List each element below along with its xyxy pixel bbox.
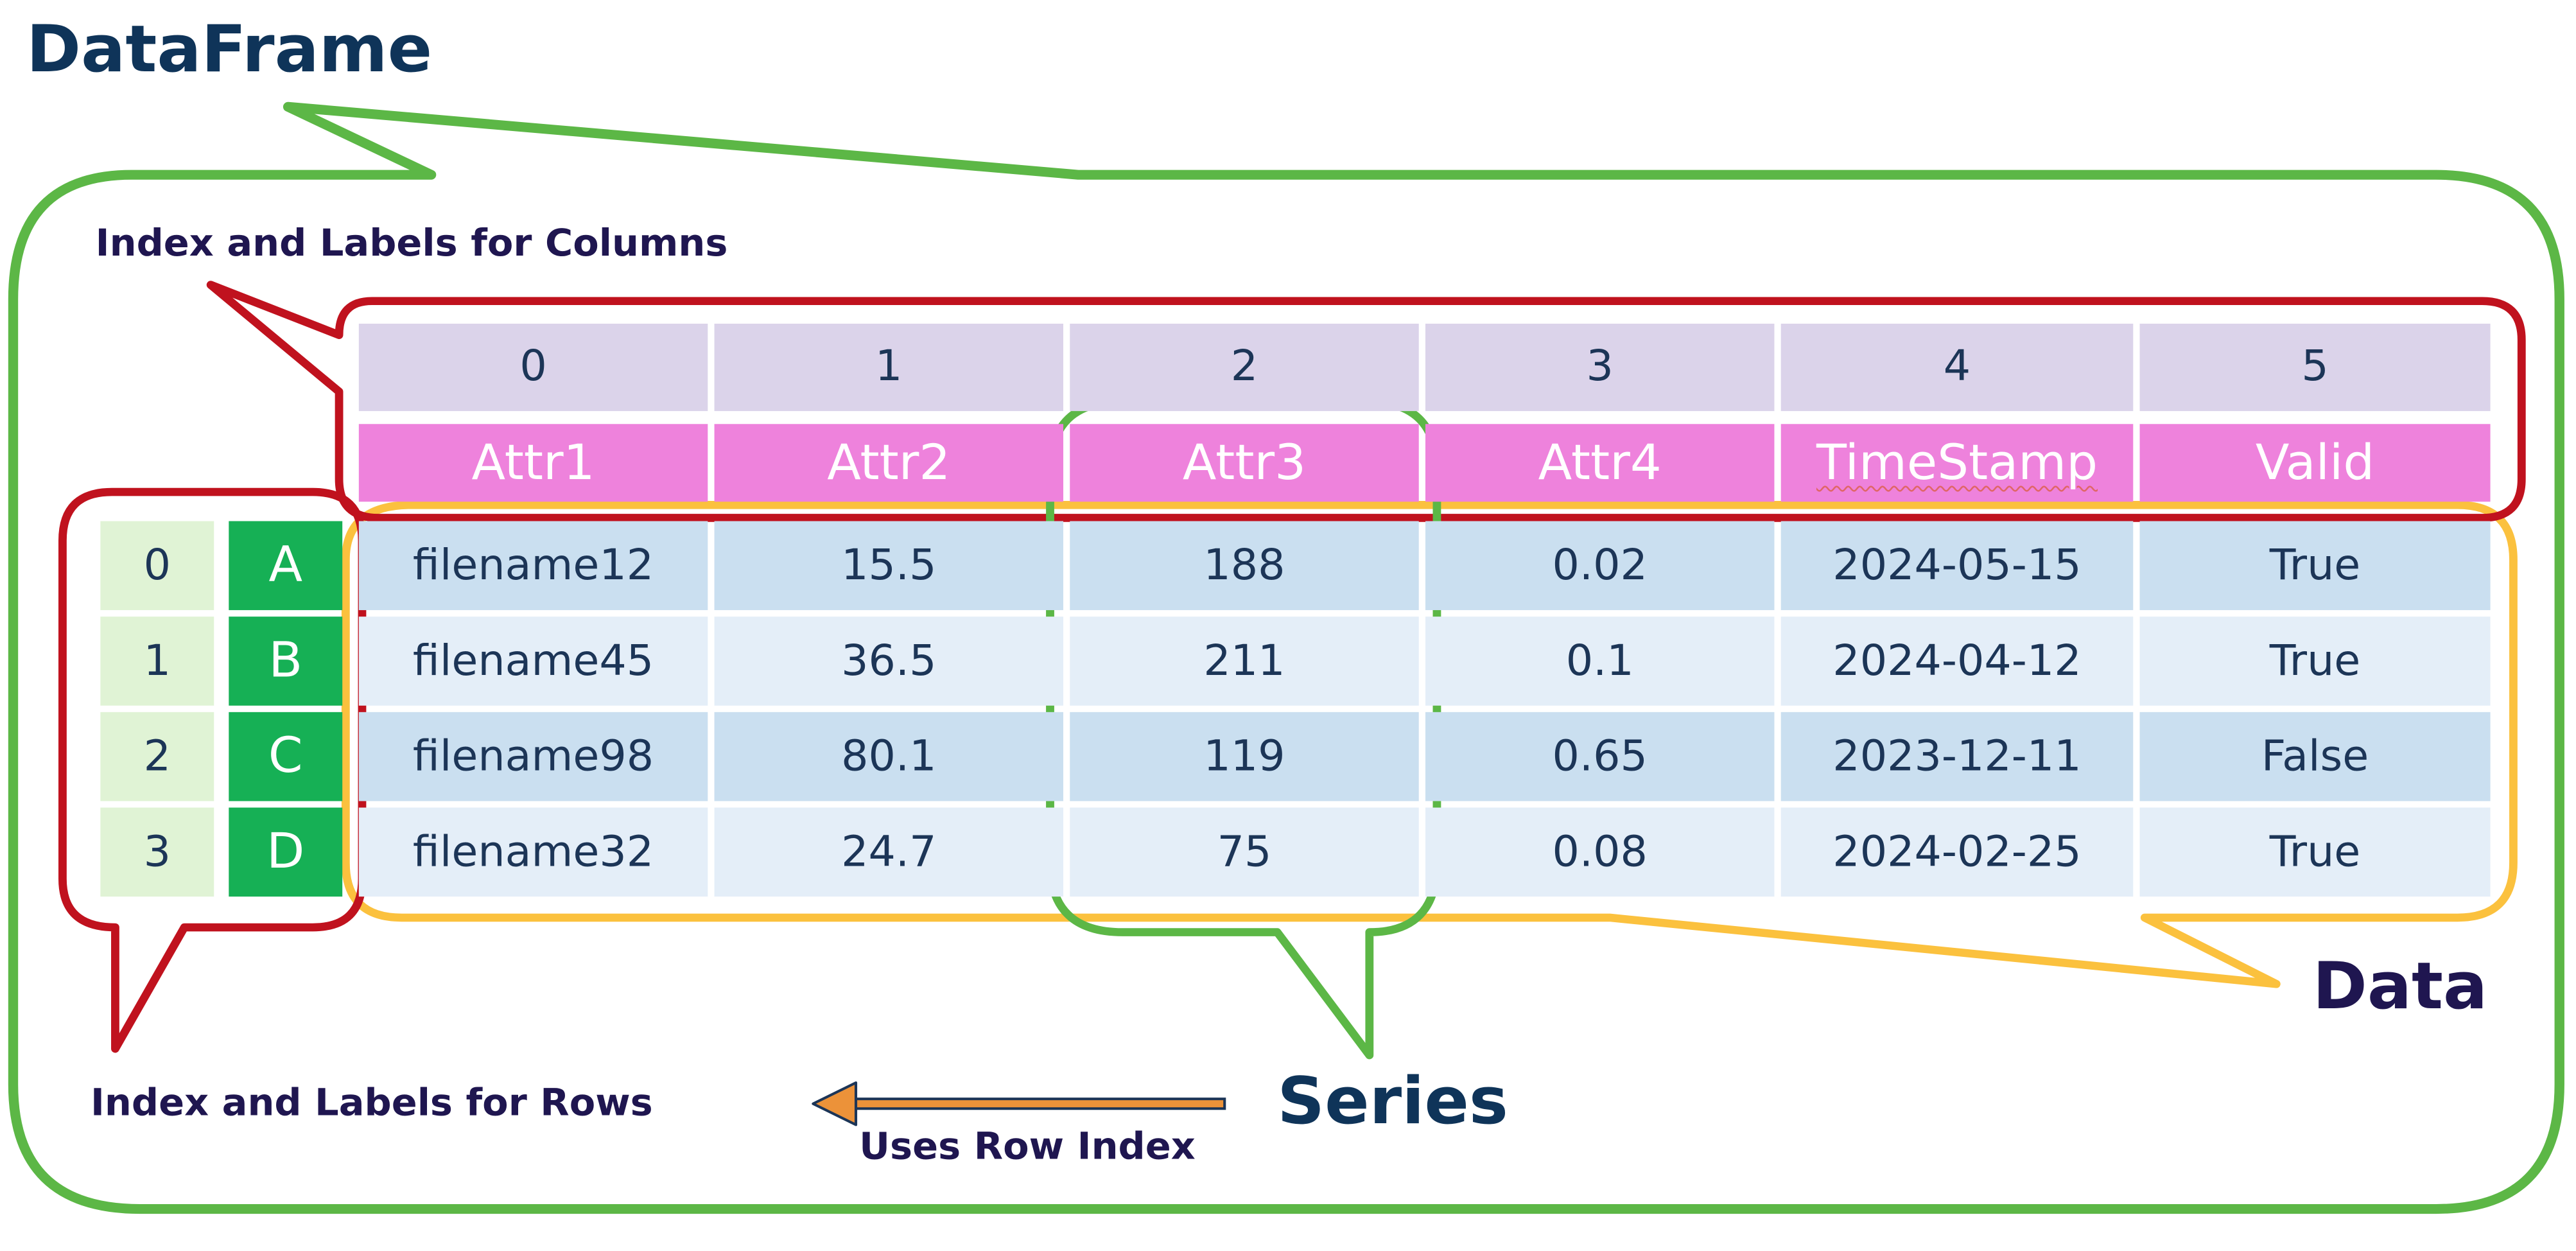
- data-cell: True: [2139, 617, 2491, 706]
- row-index-cell: 1: [100, 617, 214, 706]
- data-cell: 75: [1070, 807, 1419, 897]
- column-label-cell: Valid: [2139, 424, 2491, 502]
- uses-row-index-arrow: [812, 1081, 1226, 1126]
- row-index-bubble-outline: [58, 487, 367, 1053]
- row-label-cell: A: [229, 521, 343, 611]
- data-cell: 2024-04-12: [1780, 617, 2134, 706]
- data-cell: 119: [1070, 712, 1419, 801]
- row-index-cell: 0: [100, 521, 214, 611]
- row-index-cell: 2: [100, 712, 214, 801]
- data-cell: 0.08: [1425, 807, 1775, 897]
- column-label-cell: Attr3: [1070, 424, 1419, 502]
- data-cell: False: [2139, 712, 2491, 801]
- data-cell: 211: [1070, 617, 1419, 706]
- columns-index-caption: Index and Labels for Columns: [95, 223, 728, 266]
- column-index-bubble-outline: [206, 281, 2526, 522]
- dataframe-title: DataFrame: [26, 13, 433, 88]
- column-index-cell: 3: [1425, 324, 1775, 412]
- data-cell: 24.7: [714, 807, 1064, 897]
- data-cell: 15.5: [714, 521, 1064, 611]
- column-index-cell: 0: [358, 324, 708, 412]
- column-label-cell: TimeStamp: [1780, 424, 2134, 502]
- data-cell: True: [2139, 521, 2491, 611]
- data-cell: 0.02: [1425, 521, 1775, 611]
- data-cell: filename45: [358, 617, 708, 706]
- data-cell: 2024-05-15: [1780, 521, 2134, 611]
- row-label-cell: D: [229, 807, 343, 897]
- data-cell: 80.1: [714, 712, 1064, 801]
- data-cell: 0.1: [1425, 617, 1775, 706]
- dataframe-bubble-outline: [8, 101, 2564, 1214]
- column-label-text: TimeStamp: [1816, 434, 2098, 491]
- data-cell: 2024-02-25: [1780, 807, 2134, 897]
- data-cell: filename12: [358, 521, 708, 611]
- column-label-cell: Attr1: [358, 424, 708, 502]
- column-index-cell: 5: [2139, 324, 2491, 412]
- data-title: Data: [2312, 950, 2488, 1025]
- column-label-cell: Attr4: [1425, 424, 1775, 502]
- row-index-cell: 3: [100, 807, 214, 897]
- data-cell: 2023-12-11: [1780, 712, 2134, 801]
- data-cell: filename98: [358, 712, 708, 801]
- column-index-cell: 4: [1780, 324, 2134, 412]
- row-label-cell: B: [229, 617, 343, 706]
- data-cell: 36.5: [714, 617, 1064, 706]
- data-cell: 0.65: [1425, 712, 1775, 801]
- series-title: Series: [1277, 1065, 1508, 1140]
- column-index-cell: 2: [1070, 324, 1419, 412]
- data-bubble-outline: [341, 500, 2518, 988]
- rows-index-caption: Index and Labels for Rows: [90, 1082, 653, 1125]
- data-cell: filename32: [358, 807, 708, 897]
- data-cell: 188: [1070, 521, 1419, 611]
- column-index-cell: 1: [714, 324, 1064, 412]
- column-label-cell: Attr2: [714, 424, 1064, 502]
- uses-row-index-caption: Uses Row Index: [859, 1126, 1196, 1169]
- data-cell: True: [2139, 807, 2491, 897]
- row-label-cell: C: [229, 712, 343, 801]
